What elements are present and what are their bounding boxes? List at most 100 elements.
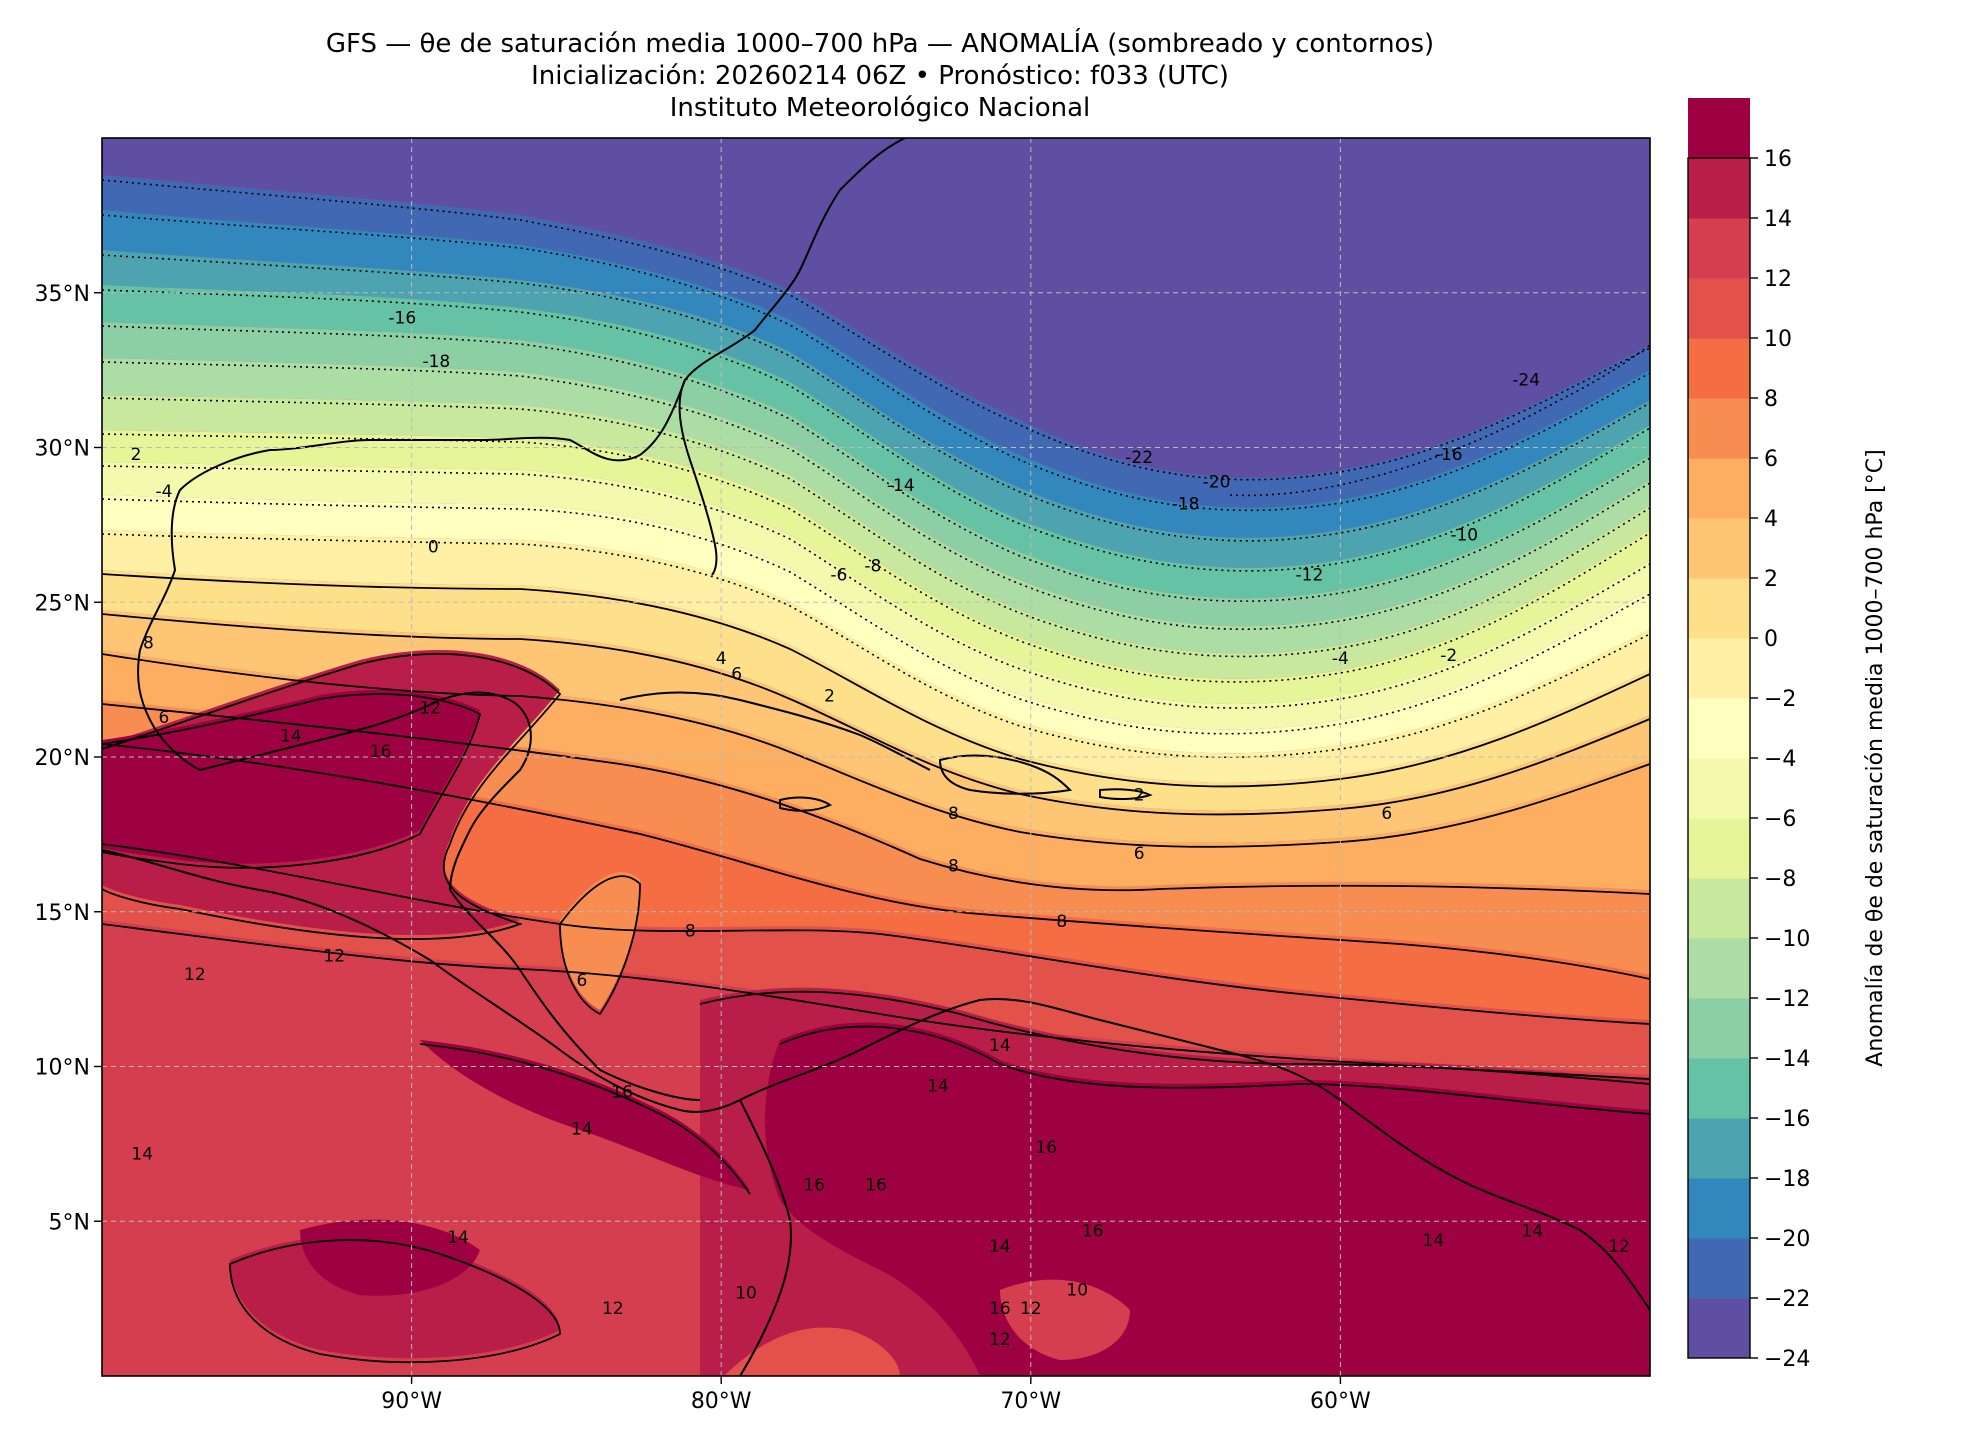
contour-m10 [102,397,1650,658]
contour-label: 16 [989,1299,1011,1319]
contour-16d [419,1043,751,1195]
contour-label: -24 [1512,371,1540,391]
contour-m2 [102,533,1650,759]
contour-label: 8 [143,634,154,654]
band-m8 [102,430,1650,704]
contour-label: 14 [989,1237,1011,1257]
band-8b [560,872,640,1010]
contour-label: 2 [1134,785,1145,805]
contour-label: -4 [155,482,172,502]
contour-label: -12 [1296,566,1324,586]
colorbar-swatch [1688,458,1750,519]
contour-label: 10 [735,1284,757,1304]
contour-label: -18 [422,352,450,372]
colorbar-swatch [1688,158,1750,219]
contour-label: -4 [1332,649,1349,669]
contour-m4 [102,498,1650,735]
colorbar-ticks: 16 14 12 10 8 6 4 2 0 −2 −4 −6 −8 −10 −12 −14 −16 −18 −20 −… [1750,147,1810,1372]
contour-label: 6 [159,708,170,728]
colorbar-tick-label: 14 [1764,207,1792,232]
title-line-3: Instituto Meteorológico Nacional [669,93,1091,123]
contour-label: 16 [370,742,392,762]
contour-m24 [1229,344,1650,497]
y-axis: 35°N 30°N 25°N 20°N 15°N 10°N 5°N [35,282,102,1235]
contour-m20 [102,214,1650,512]
contour-m14 [102,325,1650,603]
contour-label: -6 [830,566,847,586]
title-line-2: Inicialización: 20260214 06Z • Pronóstic… [531,61,1229,91]
colorbar-swatch [1688,1298,1750,1359]
title-line-1: GFS — θe de saturación media 1000–700 hP… [325,29,1435,59]
x-tick-label: 80°W [691,1389,752,1414]
contour-label: 16 [865,1175,887,1195]
colorbar-tick-label: −6 [1764,807,1796,832]
coast-puerto-rico [1099,788,1153,801]
colorbar-tick-label: −14 [1764,1047,1810,1072]
band-16d [420,1040,750,1190]
colorbar-swatch [1688,518,1750,579]
anomaly-field [102,138,1650,1376]
coast-colombia-pacific [739,1099,792,1376]
colorbar-tick-label: −12 [1764,987,1810,1012]
colorbar-swatch [1688,1178,1750,1239]
contour-label: 12 [989,1330,1011,1350]
band-m14 [102,322,1650,627]
contour-14a [102,653,562,940]
contour-label: 14 [1522,1222,1544,1242]
colorbar-tick-label: 10 [1764,327,1792,352]
contour-label: 6 [1381,804,1392,824]
colorbar-tick-label: 4 [1764,507,1778,532]
colorbar-label: Anomalía de θe de saturación media 1000–… [1863,449,1888,1066]
contour-label: 12 [184,965,206,985]
y-tick-label: 25°N [35,591,90,616]
contour-10 [102,843,1650,1025]
y-tick-label: 20°N [35,746,90,771]
contour-label: -18 [1172,494,1200,514]
band-m4 [102,495,1650,754]
contour-label: 6 [576,971,587,991]
colorbar-swatch [1688,1238,1750,1299]
contour-2 [102,613,1650,816]
x-tick-label: 90°W [381,1389,442,1414]
coast-cuba [619,691,931,771]
contour-6 [102,703,1650,895]
colorbar-tick-label: −2 [1764,687,1796,712]
band-m16 [102,285,1650,599]
x-tick-label: 70°W [1000,1389,1061,1414]
contour-label: -2 [1440,646,1457,666]
band-10b [720,1327,900,1376]
contour-label: 0 [428,538,439,558]
colorbar-swatch [1688,1058,1750,1119]
contour-label: 14 [1422,1231,1444,1251]
positive-contours [102,573,1650,1364]
band-m22 [102,175,1650,508]
coast-south-am [739,998,1650,1311]
contour-label: 14 [927,1076,949,1096]
colorbar-swatch [1688,758,1750,819]
colorbar-swatches [1688,98,1750,1359]
contour-label: 16 [803,1175,825,1195]
contour-label: -16 [388,309,416,329]
contour-label: 6 [1134,844,1145,864]
contour-label: 8 [685,922,696,942]
colorbar-swatch [1688,998,1750,1059]
colorbar-swatch [1688,278,1750,339]
contour-label: -14 [887,476,915,496]
band-m6 [102,462,1650,730]
contour-label: 4 [716,649,727,669]
colorbar-tick-label: −24 [1764,1347,1810,1372]
contour-0 [102,573,1650,788]
contour-label: -10 [1450,525,1478,545]
x-axis: 90°W 80°W 70°W 60°W [381,1376,1371,1414]
contour-label: 16 [1082,1222,1104,1242]
contour-8 [102,743,1650,980]
contour-label: -20 [1203,473,1231,493]
coast-jamaica [779,796,832,812]
colorbar: 16 14 12 10 8 6 4 2 0 −2 −4 −6 −8 −10 −12 −14 −16 −18 −20 −… [1687,98,1888,1372]
y-tick-label: 10°N [35,1056,90,1081]
colorbar-tick-label: 8 [1764,387,1778,412]
band-m12 [102,358,1650,654]
